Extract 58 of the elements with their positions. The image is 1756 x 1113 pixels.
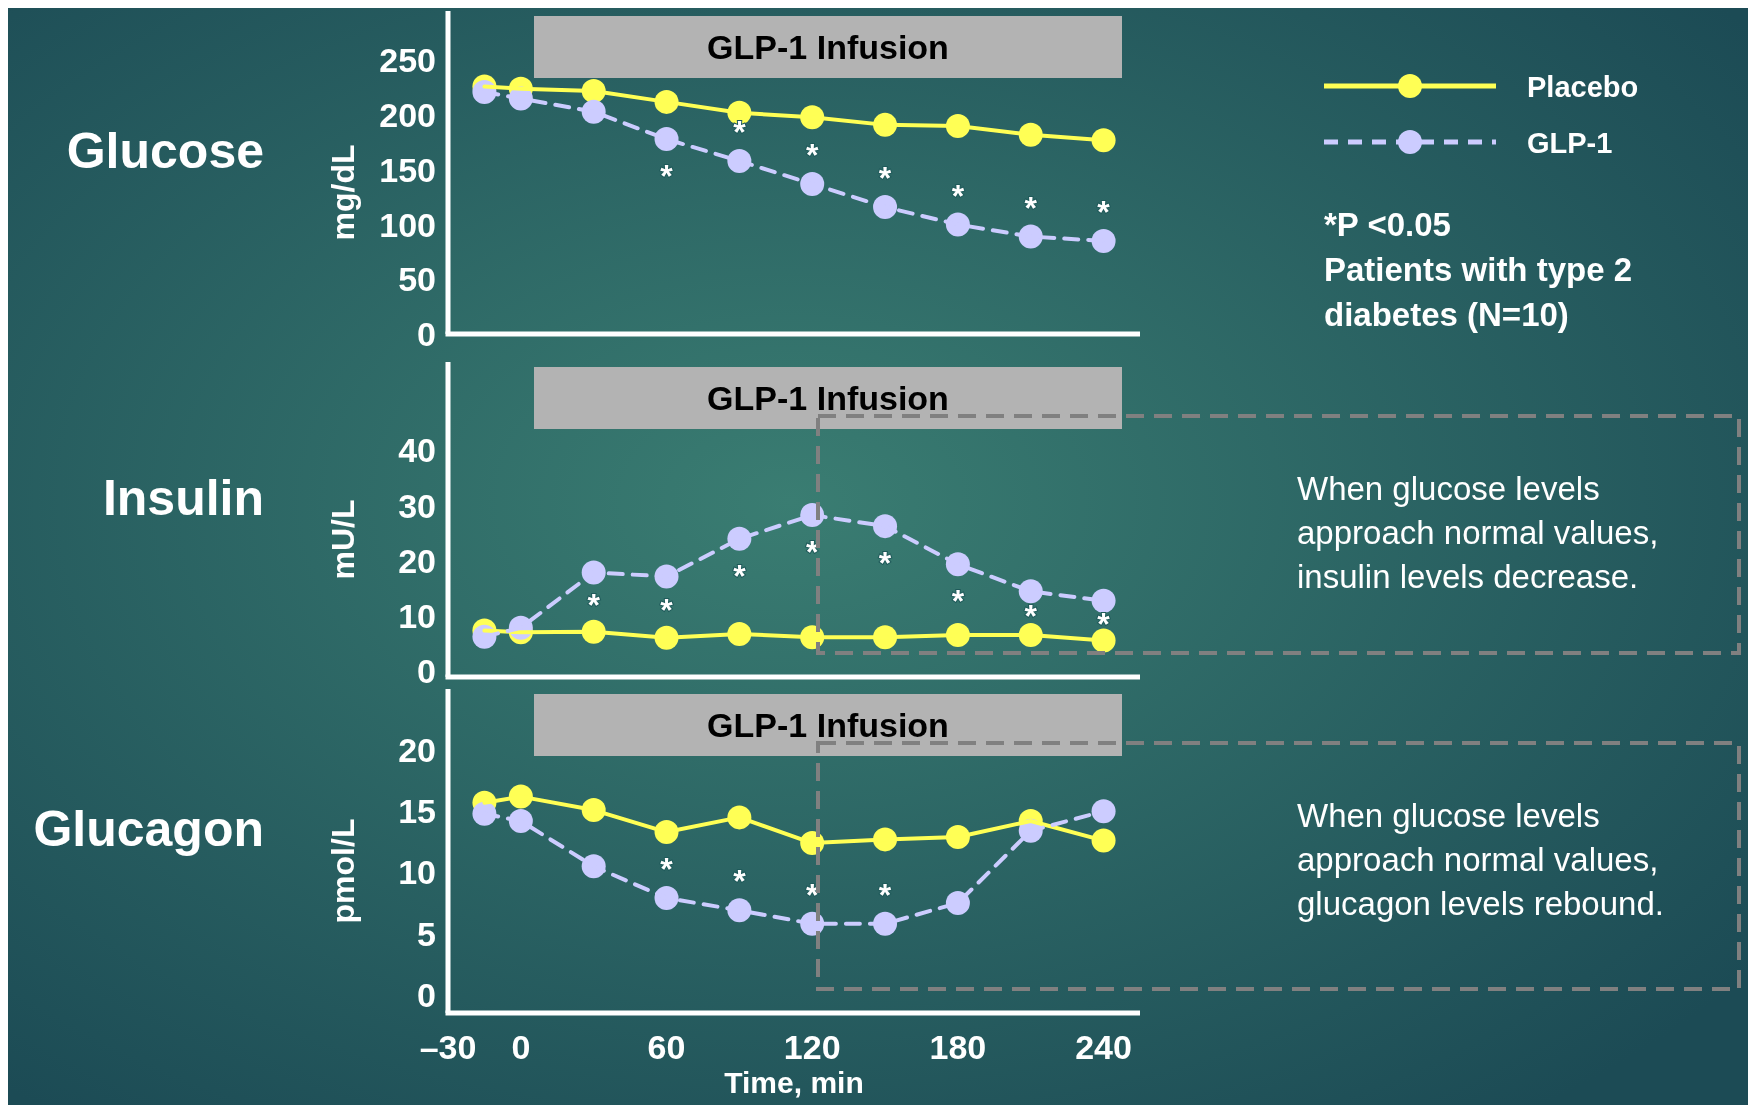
y-tick-label: 20 [398, 541, 436, 580]
text: Placebo [1527, 71, 1639, 103]
annotation: * [1097, 193, 1111, 230]
annotation: GLP-1 Infusion [707, 706, 949, 744]
text: *P <0.05 [1324, 206, 1451, 243]
annotation: GLP-1 Infusion [707, 28, 949, 66]
point [1091, 228, 1116, 253]
x-tick-label: 240 [1075, 1028, 1132, 1066]
text: When glucose levels approach normal values, glucagon levels rebound. [1297, 797, 1664, 922]
y-tick-label: 100 [379, 205, 436, 244]
y-tick-label: 20 [398, 731, 436, 770]
x-tick-label: 120 [783, 1028, 841, 1066]
annotation: * [660, 592, 674, 629]
x-axis-title: Time, min [724, 1066, 864, 1099]
annotation: * [733, 557, 747, 594]
y-tick-label: 150 [379, 150, 436, 189]
annotation: GLP-1 Infusion [707, 379, 949, 417]
y-tick-label: 5 [417, 914, 436, 953]
annotation: * [951, 177, 965, 214]
annotation: * [733, 114, 747, 150]
text: Insulin [102, 469, 264, 526]
text: When glucose levels approach normal values, insulin levels decrease. [1297, 470, 1659, 595]
y-tick-label: 0 [417, 315, 436, 353]
text: Glucose [66, 122, 264, 179]
annotation: * [951, 583, 965, 620]
text: Patients with type 2 diabetes (N=10) [1324, 251, 1633, 333]
annotation: * [878, 876, 892, 913]
annotation: * [1024, 598, 1038, 635]
y-tick-label: 200 [379, 96, 436, 135]
y-axis-title: mg/dL [325, 144, 361, 241]
y-tick-label: 0 [417, 652, 436, 691]
x-tick-label: 180 [929, 1028, 987, 1066]
y-tick-label: 250 [379, 41, 436, 80]
x-tick-label: 0 [511, 1028, 531, 1066]
y-tick-label: 50 [398, 260, 436, 299]
x-tick-label: 60 [647, 1028, 686, 1066]
y-tick-label: 10 [398, 597, 436, 636]
point [1091, 588, 1116, 613]
y-tick-label: 15 [398, 792, 436, 831]
annotation: * [805, 137, 819, 173]
y-axis-title: mU/L [325, 499, 361, 580]
annotation: * [660, 851, 674, 888]
text: GLP-1 [1527, 127, 1613, 159]
y-tick-label: 10 [398, 853, 436, 892]
y-tick-label: 40 [398, 431, 436, 470]
annotation: * [878, 159, 892, 196]
annotation: * [733, 863, 747, 900]
y-tick-label: 30 [398, 486, 436, 525]
y-axis-title: pmol/L [325, 818, 361, 924]
text: Glucagon [33, 801, 264, 857]
x-tick-label: –30 [419, 1028, 477, 1066]
annotation: * [1024, 189, 1038, 226]
annotation: * [1097, 605, 1111, 642]
annotation: * [878, 545, 892, 582]
annotation: * [660, 158, 674, 195]
point [1091, 799, 1116, 824]
y-tick-label: 0 [417, 975, 436, 1014]
annotation: * [587, 587, 601, 624]
